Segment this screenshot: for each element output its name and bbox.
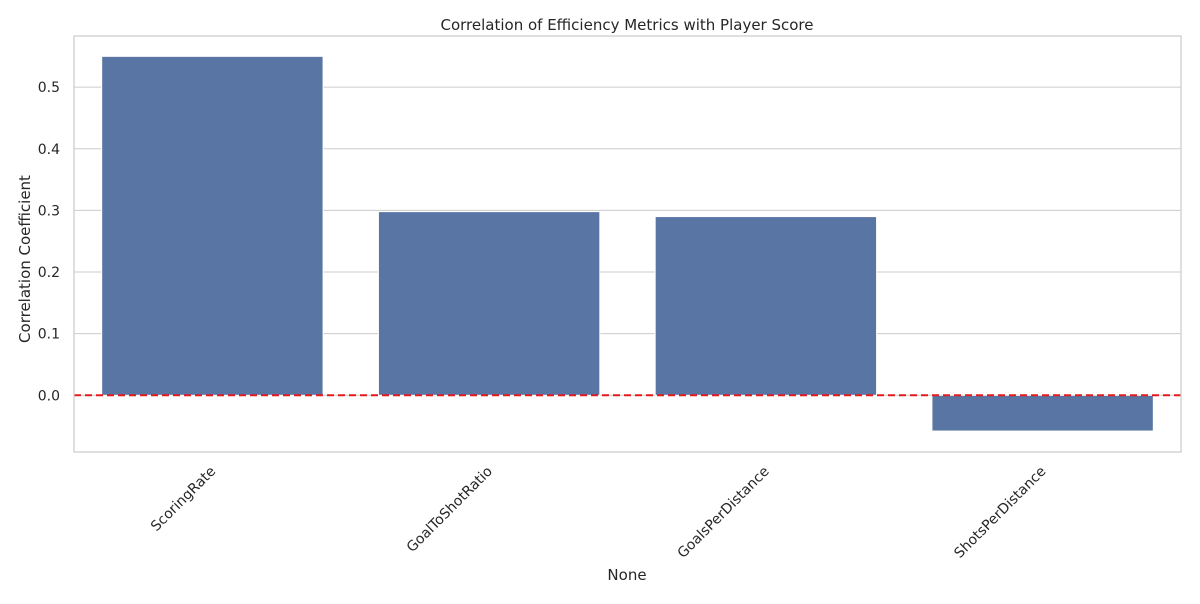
y-tick-labels: 0.0 0.1 0.2 0.3 0.4 0.5 [38,80,60,404]
y-tick-label: 0.0 [38,388,60,404]
y-tick-label: 0.1 [38,327,60,343]
bar-goaltoshotratio [377,211,601,396]
x-axis-label: None [607,566,646,584]
bars [101,55,1154,432]
bar-goalsperdistance [654,216,878,396]
y-tick-label: 0.4 [38,142,60,158]
y-tick-label: 0.3 [38,203,60,219]
plot-border [73,35,1182,453]
y-axis-label: Correlation Coefficient [16,175,34,343]
bar-scoringrate [101,55,324,396]
y-tick-label: 0.2 [38,265,60,281]
plot-frame [73,35,1182,453]
bar-shotsperdistance [931,394,1154,432]
chart-title: Correlation of Efficiency Metrics with P… [441,16,814,34]
y-tick-label: 0.5 [38,80,60,96]
